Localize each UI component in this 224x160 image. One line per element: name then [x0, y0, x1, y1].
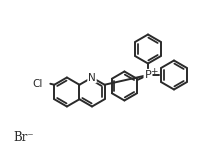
Text: Cl: Cl	[32, 79, 42, 89]
Text: Br⁻: Br⁻	[13, 131, 34, 144]
Text: +: +	[150, 67, 157, 76]
Text: P: P	[145, 70, 151, 80]
Text: N: N	[88, 72, 96, 83]
